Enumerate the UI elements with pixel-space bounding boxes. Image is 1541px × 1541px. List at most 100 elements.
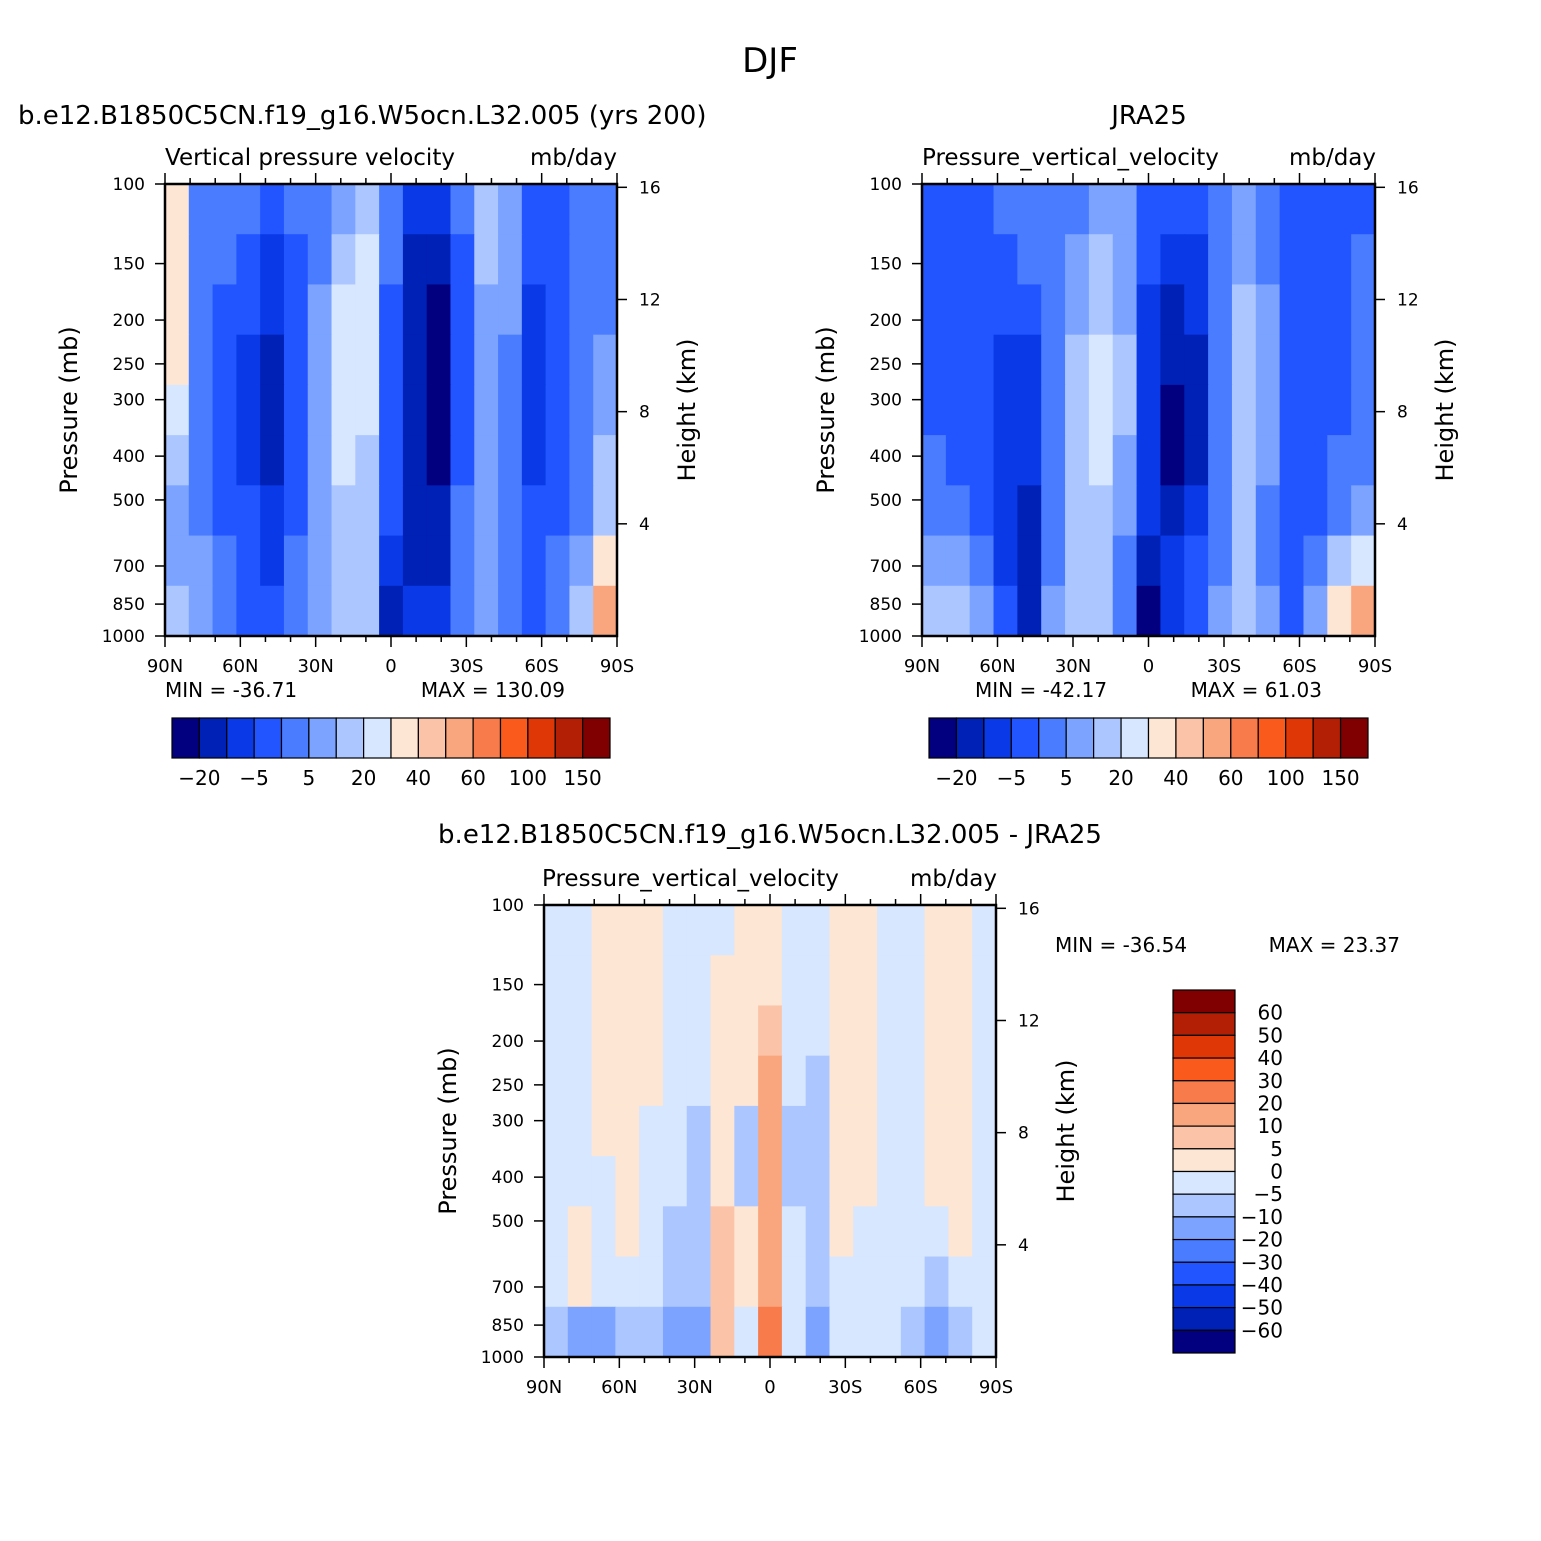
colorbar-label: 20 xyxy=(1108,766,1133,790)
contour-cell xyxy=(474,334,499,386)
contour-cell xyxy=(474,435,499,486)
contour-cell xyxy=(1184,234,1209,286)
contour-cell xyxy=(969,585,995,637)
contour-cell xyxy=(402,334,428,386)
panel-diff: b.e12.B1850C5CN.f19_g16.W5ocn.L32.005 - … xyxy=(434,820,1400,1398)
contour-cell xyxy=(805,1306,831,1358)
colorbar-box xyxy=(1172,1125,1236,1150)
x-tick-label: 90S xyxy=(979,1377,1013,1398)
contour-cell xyxy=(1327,334,1352,386)
contour-cell xyxy=(1327,585,1352,637)
colorbar-label: 150 xyxy=(1321,766,1359,790)
contour-cell xyxy=(1184,435,1209,486)
contour-cell xyxy=(710,1256,735,1308)
contour-cell xyxy=(853,905,878,956)
contour-cell xyxy=(1231,334,1257,386)
contour-cell xyxy=(544,905,569,956)
contour-cell xyxy=(283,485,309,537)
contour-cell xyxy=(993,535,1018,587)
contour-cell xyxy=(1303,485,1328,537)
contour-cell xyxy=(1231,535,1257,587)
contour-cell xyxy=(545,384,571,436)
contour-cell xyxy=(498,535,523,587)
colorbar-label: −20 xyxy=(178,766,220,790)
contour-cell xyxy=(1112,485,1138,537)
contour-cell xyxy=(593,485,618,537)
contour-cell xyxy=(805,1055,831,1107)
contour-cell xyxy=(569,184,594,235)
contour-cell xyxy=(877,1156,902,1207)
x-tick-label: 60S xyxy=(524,656,558,677)
contour-cell xyxy=(1088,585,1114,637)
contour-cell xyxy=(1112,435,1138,486)
contour-cell xyxy=(853,1256,878,1308)
contour-cell xyxy=(591,1306,616,1358)
contour-cell xyxy=(1255,234,1281,286)
y-tick-label: 100 xyxy=(870,175,902,195)
contour-cell xyxy=(165,334,190,386)
contour-cell xyxy=(569,485,594,537)
contour-cell xyxy=(1041,384,1066,436)
contour-cell xyxy=(450,384,475,436)
contour-cell xyxy=(758,1156,783,1207)
y-tick-label: 400 xyxy=(113,447,145,467)
contour-cell xyxy=(165,184,190,235)
contour-cell xyxy=(567,1306,593,1358)
contour-cell xyxy=(283,535,309,587)
contour-cell xyxy=(1017,435,1042,486)
y-tick-label: 150 xyxy=(113,255,145,275)
colorbar-label: 40 xyxy=(406,766,431,790)
contour-cell xyxy=(1255,435,1281,486)
contour-cell xyxy=(379,384,404,436)
height-tick-label: 12 xyxy=(1397,290,1419,310)
contour-cell xyxy=(615,1105,640,1157)
height-tick-label: 4 xyxy=(1397,515,1408,535)
contour-cell xyxy=(639,1206,664,1258)
contour-cell xyxy=(474,284,499,336)
contour-cell xyxy=(1112,384,1138,436)
colorbar-box xyxy=(171,717,200,759)
contour-cell xyxy=(402,485,428,537)
contour-cell xyxy=(972,1055,997,1107)
contour-cell xyxy=(545,184,571,235)
contour-cell xyxy=(379,184,404,235)
contour-cell xyxy=(1303,234,1328,286)
contour-cell xyxy=(1327,435,1352,486)
contour-cell xyxy=(450,334,475,386)
contour-cell xyxy=(545,284,571,336)
contour-cell xyxy=(639,1005,664,1057)
contour-cell xyxy=(781,955,807,1007)
contour-cell xyxy=(945,585,971,637)
x-tick-label: 90N xyxy=(526,1377,562,1398)
contour-cell xyxy=(544,955,569,1007)
contour-cell xyxy=(734,1306,759,1358)
contour-cell xyxy=(1088,234,1114,286)
contour-cell xyxy=(1136,384,1162,436)
contour-cell xyxy=(260,284,285,336)
contour-cell xyxy=(260,435,285,486)
contour-cell xyxy=(1255,284,1281,336)
contour-cell xyxy=(734,955,759,1007)
contour-cell xyxy=(662,1206,688,1258)
contour-cell xyxy=(355,585,380,637)
y-tick-label: 500 xyxy=(492,1212,524,1232)
height-tick-label: 16 xyxy=(639,178,661,198)
colorbar-box xyxy=(1172,1216,1236,1241)
contour-cell xyxy=(260,234,285,286)
colorbar-box xyxy=(226,717,255,759)
contour-cell xyxy=(900,1306,926,1358)
contour-cell xyxy=(1112,334,1138,386)
contour-cell xyxy=(1160,435,1185,486)
contour-cell xyxy=(593,435,618,486)
contour-cell xyxy=(307,284,333,336)
colorbar-box xyxy=(417,717,447,759)
contour-cell xyxy=(969,384,995,436)
contour-cell xyxy=(969,184,995,235)
contour-cell xyxy=(1065,334,1090,386)
contour-cell xyxy=(758,1206,783,1258)
panel-model: b.e12.B1850C5CN.f19_g16.W5ocn.L32.005 (y… xyxy=(18,101,707,790)
y-tick-label: 100 xyxy=(492,896,524,916)
contour-cell xyxy=(593,384,618,436)
contour-cell xyxy=(1112,234,1138,286)
